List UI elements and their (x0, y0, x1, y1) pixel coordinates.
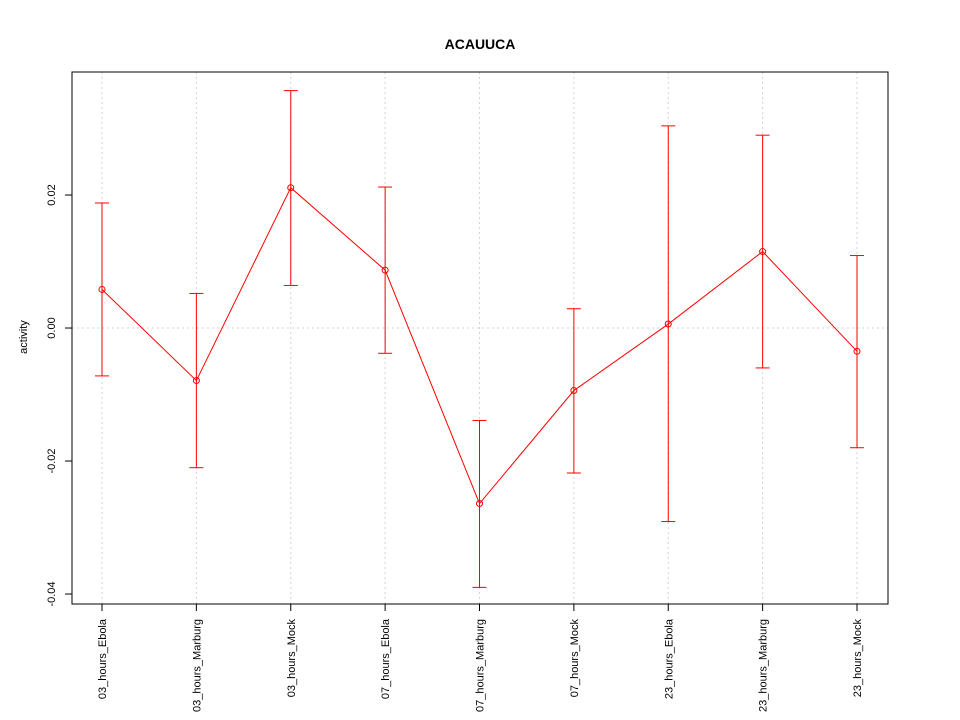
data-layer (95, 90, 864, 588)
x-tick-label: 23_hours_Marburg (758, 619, 770, 712)
y-axis-label: activity (18, 320, 30, 354)
axes-layer: -0.04 -0.02 0.00 0.02 03_hours_Ebola 03_hours… (46, 71, 889, 712)
x-tick-label: 07_hours_Mock (569, 619, 581, 698)
series-line (101, 186, 858, 505)
data-point (570, 387, 578, 395)
y-tick-label: -0.02 (46, 448, 58, 473)
data-point (853, 347, 861, 355)
x-tick-label: 07_hours_Marburg (475, 619, 487, 712)
data-point (98, 285, 106, 293)
data-point (381, 266, 389, 274)
data-point (664, 320, 672, 328)
y-tick-label: -0.04 (46, 581, 58, 606)
data-point (476, 500, 483, 508)
y-tick-label: 0.00 (46, 317, 58, 338)
x-tick-label: 23_hours_Ebola (663, 618, 675, 699)
x-tick-label: 03_hours_Marburg (191, 619, 203, 712)
chart-title: ACAUUCA (445, 36, 516, 52)
data-point (192, 377, 200, 385)
data-point (759, 248, 767, 256)
x-tick-label: 03_hours_Ebola (97, 618, 109, 699)
x-tick-label: 03_hours_Mock (286, 619, 298, 698)
y-tick-label: 0.02 (46, 184, 58, 205)
x-tick-label: 07_hours_Ebola (380, 618, 392, 699)
x-tick-label: 23_hours_Mock (852, 619, 864, 698)
data-point (287, 184, 295, 192)
